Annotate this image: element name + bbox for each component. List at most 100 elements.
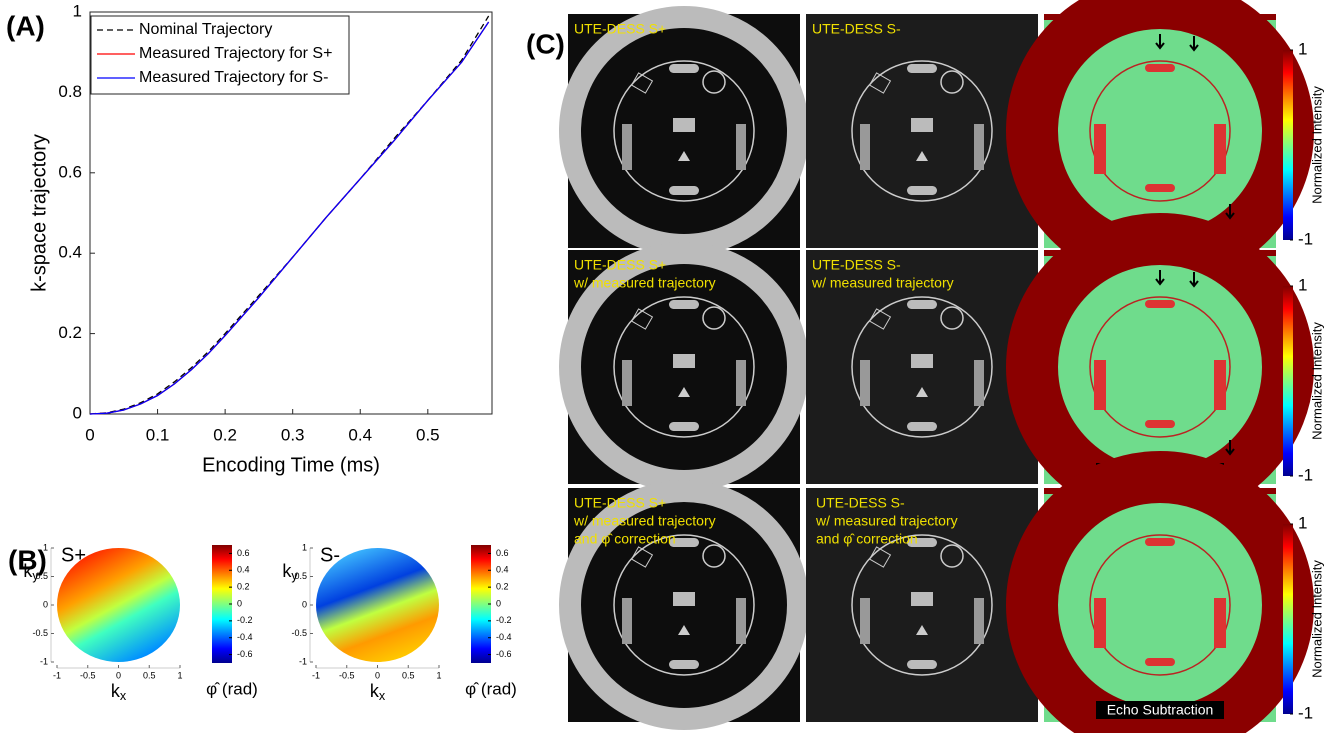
y-tick-label: -1 (299, 656, 307, 666)
x-tick-label: 1 (436, 670, 441, 680)
y-tick-label: -0.5 (32, 628, 48, 638)
mri-image (1032, 477, 1288, 733)
feature (907, 186, 937, 195)
feature (974, 124, 984, 170)
label-sub: y (291, 569, 298, 583)
feature (907, 422, 937, 431)
feature (673, 118, 695, 132)
feature (622, 360, 632, 406)
colorbar-tick-label: 0.6 (237, 548, 250, 558)
y-tick-label: 0.4 (58, 243, 82, 262)
panel-label: (A) (6, 10, 45, 41)
x-tick-label: 0 (85, 425, 94, 444)
y-tick-label: 0 (73, 403, 82, 422)
colorbar-tick-label: -0.2 (496, 615, 512, 625)
image-label: w/ measured trajectory (811, 275, 954, 291)
feature (1214, 124, 1226, 174)
colorbar-label: φ̂ (rad) (465, 679, 517, 698)
x-tick-label: -0.5 (339, 670, 355, 680)
disk-title: S+ (61, 544, 86, 566)
x-axis-label: Encoding Time (ms) (202, 454, 380, 476)
colorbar-tick-label: -0.6 (496, 649, 512, 659)
image-caption: Echo Subtraction (1107, 702, 1214, 718)
feature (907, 660, 937, 669)
colorbar-tick-label: -1 (1298, 703, 1313, 722)
colorbar-tick-label: 0.6 (496, 548, 509, 558)
x-tick-label: 0.5 (143, 670, 156, 680)
image-label: UTE-DESS S- (812, 21, 901, 37)
feature (1094, 124, 1106, 174)
colorbar-tick-label: 0.2 (237, 582, 250, 592)
feature (1214, 598, 1226, 648)
feature (907, 64, 937, 73)
disk-title: S- (320, 544, 340, 566)
feature (860, 598, 870, 644)
x-tick-label: -1 (312, 670, 320, 680)
feature (1145, 300, 1175, 308)
label-sub: x (379, 689, 386, 703)
y-tick-label: -1 (40, 656, 48, 666)
feature (669, 300, 699, 309)
image-label: and φ̂ correction (816, 531, 918, 547)
feature (736, 124, 746, 170)
feature (1214, 360, 1226, 410)
feature (974, 598, 984, 644)
feature (911, 118, 933, 132)
x-tick-label: 0.3 (281, 425, 305, 444)
feature (1094, 360, 1106, 410)
legend-label: Measured Trajectory for S+ (139, 45, 332, 62)
legend-label: Measured Trajectory for S- (139, 69, 328, 86)
colorbar-tick-label: 1 (1298, 39, 1307, 58)
colorbar-tick-label: 0 (496, 598, 501, 608)
image-label: w/ measured trajectory (573, 513, 716, 529)
feature (911, 354, 933, 368)
y-axis-label: k-space trajectory (28, 134, 50, 292)
image-label: UTE-DESS S- (812, 257, 901, 273)
feature (1094, 598, 1106, 648)
colorbar-tick-label: -0.4 (496, 632, 512, 642)
x-tick-label: 1 (177, 670, 182, 680)
mri-image (568, 14, 800, 248)
colorbar-label: Normalized Intensity (1309, 322, 1324, 440)
image-label: UTE-DESS S+ (574, 495, 666, 511)
colorbar-tick-label: 0.2 (496, 582, 509, 592)
feature (974, 360, 984, 406)
feature (911, 592, 933, 606)
mri-image (806, 14, 1038, 248)
colorbar-tick-label: 0.4 (496, 565, 509, 575)
feature (622, 124, 632, 170)
colorbar (1283, 286, 1293, 476)
legend-label: Nominal Trajectory (139, 21, 272, 38)
feature (1145, 64, 1175, 72)
colorbar (1283, 50, 1293, 240)
panel-label: (C) (526, 28, 565, 59)
page: (A) (B) (C) 00.10.20.30.40.500.20.40.60.… (0, 0, 1326, 733)
colorbar-tick-label: -1 (1298, 465, 1313, 484)
feature (669, 186, 699, 195)
feature (860, 360, 870, 406)
feature (1145, 420, 1175, 428)
colorbar-tick-label: 1 (1298, 513, 1307, 532)
colorbar-label: Normalized Intensity (1309, 86, 1324, 204)
colorbar (1283, 524, 1293, 714)
y-tick-label: 1 (73, 1, 82, 20)
feature (669, 660, 699, 669)
colorbar-tick-label: 1 (1298, 275, 1307, 294)
y-tick-label: 1 (302, 542, 307, 552)
feature (1145, 658, 1175, 666)
x-tick-label: -0.5 (80, 670, 96, 680)
image-label: w/ measured trajectory (573, 275, 716, 291)
y-tick-label: 0.2 (58, 323, 82, 342)
y-tick-label: 0 (302, 599, 307, 609)
feature (673, 354, 695, 368)
x-tick-label: 0 (116, 670, 121, 680)
colorbar-label: Normalized Intensity (1309, 560, 1324, 678)
feature (736, 360, 746, 406)
feature (1145, 538, 1175, 546)
colorbar-tick-label: 0.4 (237, 565, 250, 575)
feature (860, 124, 870, 170)
x-tick-label: 0.5 (402, 670, 415, 680)
feature (1044, 250, 1276, 256)
feature (1044, 488, 1276, 494)
x-tick-label: 0.4 (348, 425, 372, 444)
